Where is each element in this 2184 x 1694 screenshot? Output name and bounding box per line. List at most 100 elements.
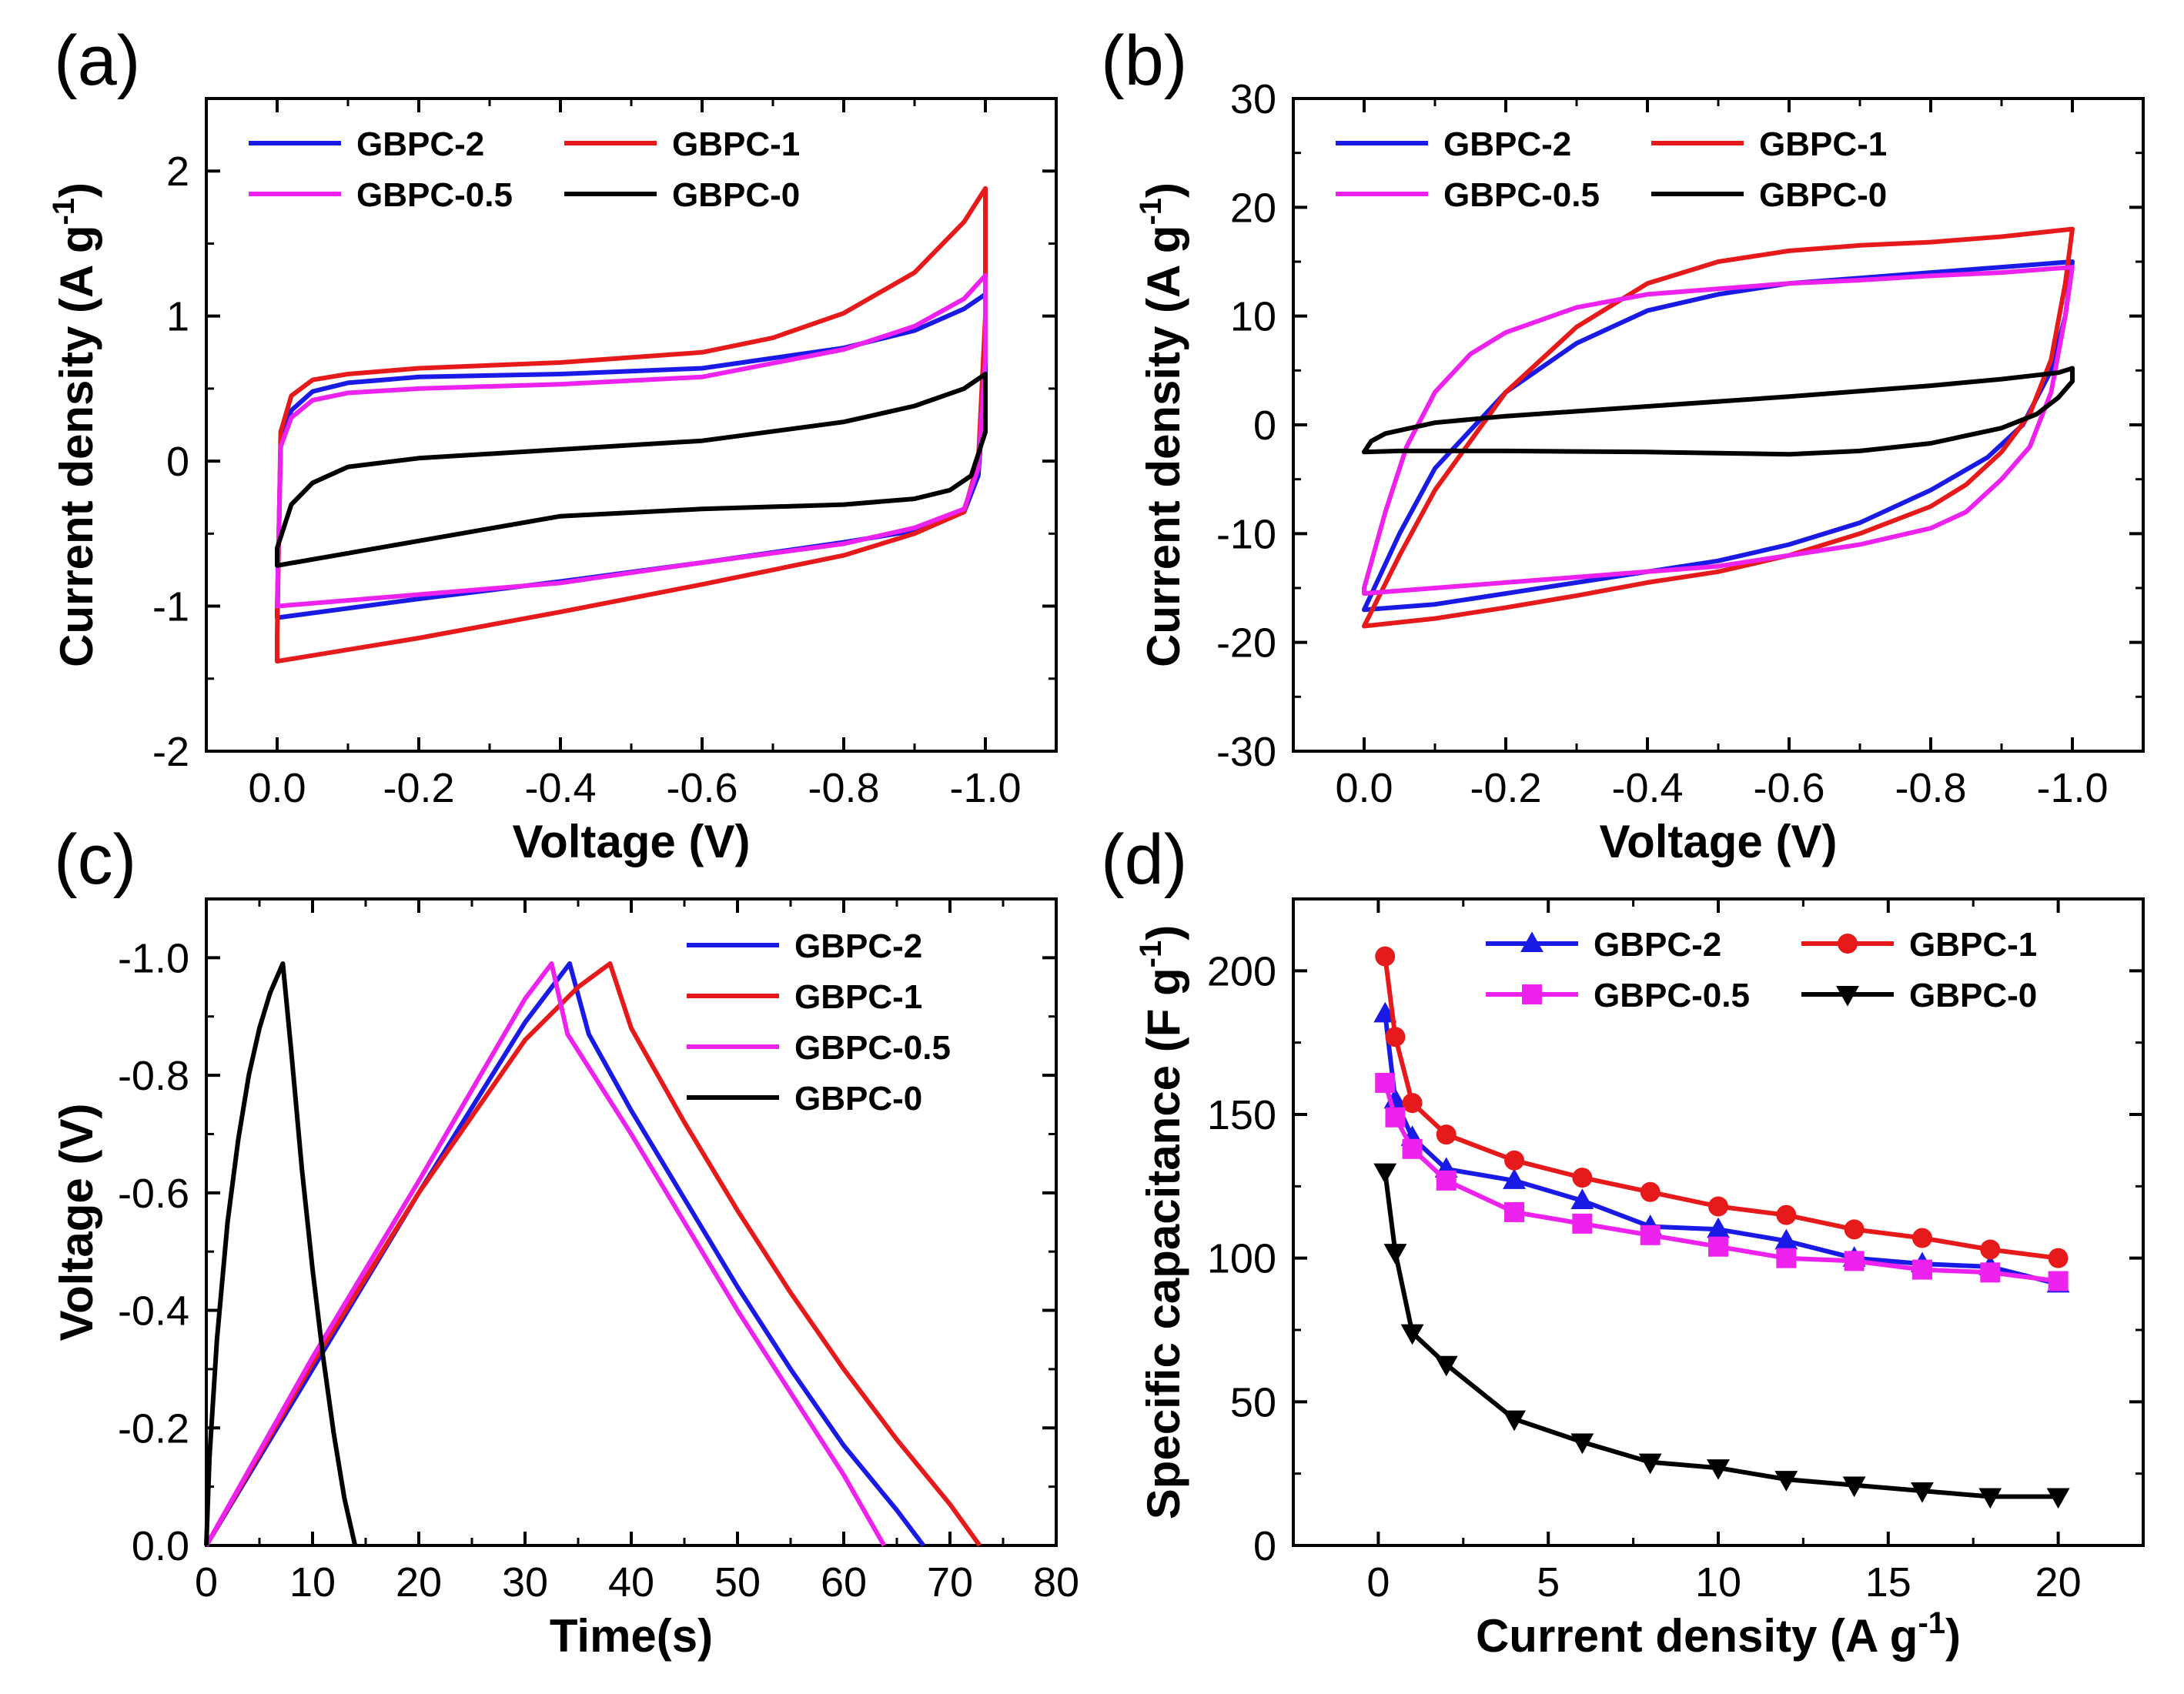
y-tick-label-b: 20 (1230, 185, 1276, 231)
y-axis-title-sup-a: -1 (47, 198, 81, 226)
data-point-gbpc-1 (1402, 1093, 1423, 1114)
x-tick-label-a: 0.0 (248, 765, 306, 811)
y-axis-title-end-a: ) (51, 182, 102, 198)
x-tick-label-c: 20 (396, 1559, 442, 1605)
data-point-gbpc-1 (1844, 1219, 1865, 1240)
data-point-gbpc-2 (1570, 1188, 1594, 1210)
data-point-gbpc-1 (1504, 1150, 1525, 1171)
data-point-gbpc-0.5 (1980, 1262, 2001, 1283)
legend-label-gbpc-1: GBPC-1 (794, 978, 922, 1016)
y-tick-label-c: 0.0 (132, 1523, 189, 1569)
data-point-gbpc-0 (1434, 1355, 1458, 1377)
legend-label-gbpc-2: GBPC-2 (1443, 125, 1571, 163)
data-point-gbpc-0.5 (1402, 1138, 1423, 1159)
data-point-gbpc-1 (1708, 1196, 1728, 1217)
data-point-gbpc-1 (2048, 1248, 2069, 1268)
data-point-gbpc-0.5 (1385, 1107, 1406, 1128)
data-point-gbpc-0 (1503, 1410, 1526, 1432)
legend-marker-gbpc-1 (1838, 934, 1858, 954)
y-tick-label-b: 0 (1253, 403, 1276, 449)
x-tick-label-b: -0.4 (1611, 765, 1683, 811)
legend-marker-gbpc-0.5 (1522, 984, 1542, 1004)
y-tick-label-d: 200 (1207, 948, 1276, 994)
series-line-gbpc-0 (1362, 366, 2075, 457)
y-tick-label-a: 1 (166, 294, 189, 340)
x-tick-label-a: -0.2 (383, 765, 454, 811)
y-tick-label-a: -2 (152, 729, 189, 775)
legend-label-gbpc-0.5: GBPC-0.5 (1443, 176, 1600, 214)
data-point-gbpc-0.5 (1911, 1259, 1932, 1280)
x-tick-label-b: -0.6 (1753, 765, 1824, 811)
panel-label-c: (c) (54, 820, 136, 899)
y-tick-label-d: 100 (1207, 1236, 1276, 1282)
data-point-gbpc-0 (1842, 1476, 1866, 1498)
legend-label-gbpc-0: GBPC-0 (1909, 977, 2037, 1014)
data-point-gbpc-0 (2046, 1488, 2070, 1509)
legend-marker-gbpc-2 (1520, 931, 1544, 953)
y-axis-title-sup-d: -1 (1134, 941, 1168, 968)
x-tick-label-c: 30 (502, 1559, 548, 1605)
x-axis-title-b: Voltage (V) (1600, 816, 1838, 867)
y-tick-label-b: 30 (1230, 76, 1276, 122)
x-tick-label-c: 80 (1033, 1559, 1079, 1605)
series-line-gbpc-0.5 (204, 961, 887, 1547)
plot-frame-c (205, 897, 1058, 1547)
legend-label-gbpc-0.5: GBPC-0.5 (356, 176, 513, 214)
series-line-gbpc-2 (275, 292, 988, 620)
y-tick-label-c: -0.2 (118, 1405, 189, 1452)
data-point-gbpc-0.5 (2048, 1271, 2069, 1291)
series-line-gbpc-0.5 (1362, 265, 2075, 596)
panel-label-b: (b) (1101, 22, 1187, 100)
legend-label-gbpc-2: GBPC-2 (1594, 926, 1721, 964)
y-tick-label-c: -1.0 (118, 935, 189, 981)
legend-label-gbpc-2: GBPC-2 (794, 927, 922, 965)
y-tick-label-a: -1 (152, 584, 189, 630)
data-point-gbpc-0.5 (1504, 1201, 1525, 1222)
data-point-gbpc-1 (1385, 1027, 1406, 1047)
y-tick-label-c: -0.8 (118, 1053, 189, 1099)
series-line-gbpc-0 (275, 372, 988, 568)
x-tick-label-d: 0 (1366, 1559, 1390, 1605)
y-tick-label-b: -30 (1216, 729, 1276, 775)
y-tick-label-b: -10 (1216, 511, 1276, 557)
data-point-gbpc-1 (1980, 1239, 2001, 1260)
x-tick-label-d: 15 (1865, 1559, 1911, 1605)
data-point-gbpc-0 (1774, 1471, 1798, 1492)
series-line-gbpc-0 (1383, 1171, 2059, 1499)
x-axis-title-a: Voltage (V) (513, 816, 751, 867)
x-tick-label-d: 5 (1537, 1559, 1560, 1605)
y-tick-label-c: -0.4 (118, 1288, 189, 1335)
y-tick-label-c: -0.6 (118, 1171, 189, 1217)
x-tick-label-b: -0.8 (1895, 765, 1966, 811)
data-point-gbpc-0 (1400, 1324, 1424, 1345)
data-point-gbpc-1 (1572, 1168, 1593, 1188)
data-point-gbpc-0.5 (1375, 1072, 1396, 1093)
panel-a: (a) 0.0 -0.2 -0.4 -0.6 -0.8 -1.0 -2 -1 0 1 2 Voltage… (47, 22, 1058, 867)
data-point-gbpc-0.5 (1640, 1225, 1661, 1245)
y-tick-label-b: 10 (1230, 294, 1276, 340)
data-point-gbpc-0 (1638, 1453, 1662, 1475)
y-axis-title-d: Specific capacitance (F g-1) (1134, 925, 1189, 1520)
data-point-gbpc-0 (1383, 1244, 1407, 1265)
legend-label-gbpc-1: GBPC-1 (672, 125, 800, 163)
legend-a: GBPC-2 GBPC-1 GBPC-0.5 GBPC-0 (249, 125, 800, 214)
x-tick-label-c: 50 (714, 1559, 761, 1605)
x-tick-label-b: 0.0 (1335, 765, 1393, 811)
x-tick-label-d: 20 (2035, 1559, 2082, 1605)
y-axis-title-b: Current density (A g-1) (1134, 182, 1189, 667)
data-point-gbpc-0 (1373, 1163, 1397, 1184)
x-tick-label-b: -1.0 (2036, 765, 2108, 811)
x-axis-title-sup-d: -1 (1918, 1606, 1945, 1640)
panel-label-d: (d) (1101, 820, 1187, 899)
legend-label-gbpc-1: GBPC-1 (1759, 125, 1887, 163)
series-line-gbpc-1 (204, 961, 982, 1547)
panel-c: (c) 0 10 20 30 40 50 60 70 80 0.0 -0.2 -0.4 -0.6 -0.8 -… (51, 820, 1079, 1662)
panel-b: (b) 0.0 -0.2 -0.4 -0.6 -0.8 -1.0 -30 -20 -10 0 10 20… (1101, 22, 2145, 867)
legend-marker-gbpc-0 (1836, 985, 1859, 1007)
y-axis-title-a: Current density (A g-1) (47, 182, 102, 667)
data-point-gbpc-0.5 (1572, 1213, 1593, 1234)
y-axis-title-end-d: ) (1138, 925, 1189, 941)
data-point-gbpc-2 (1707, 1217, 1730, 1238)
data-point-gbpc-0.5 (1844, 1251, 1865, 1271)
